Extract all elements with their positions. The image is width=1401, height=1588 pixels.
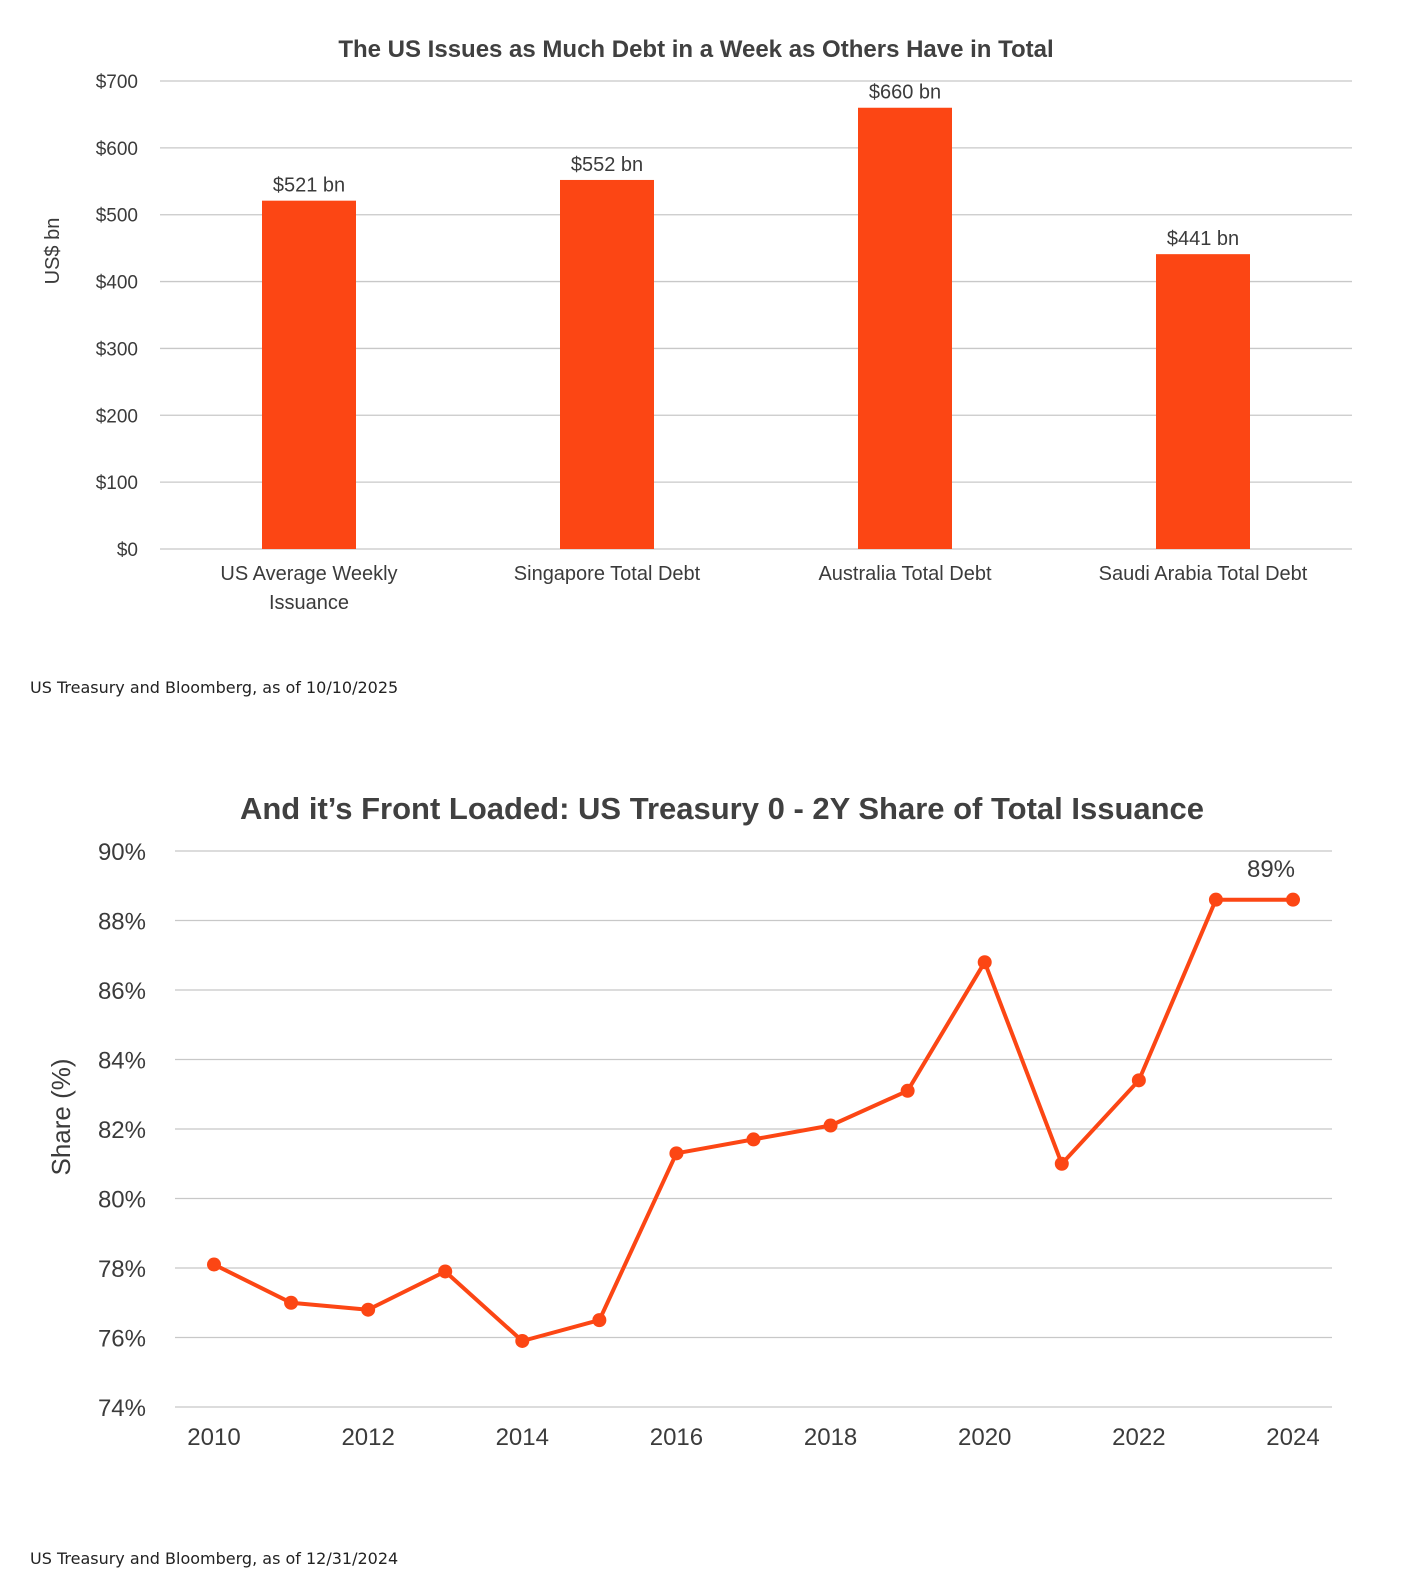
data-label: $441 bn <box>1167 228 1239 250</box>
bar <box>858 107 952 549</box>
line-chart: And it’s Front Loaded: US Treasury 0 - 2… <box>46 791 1332 1451</box>
x-tick-label: 2024 <box>1266 1424 1319 1451</box>
y-tick-label: 84% <box>98 1048 146 1075</box>
y-tick-label: $700 <box>96 72 138 93</box>
category-label-line: Australia Total Debt <box>818 563 992 585</box>
bar <box>560 179 654 549</box>
category-label: US Average Weekly Issuance <box>220 563 397 614</box>
x-tick-label: 2012 <box>341 1424 394 1451</box>
category-label-line: Singapore Total Debt <box>514 563 701 585</box>
category-label-line: US Average Weekly <box>220 563 397 585</box>
x-axis-categories: US Average Weekly Issuance Singapore Total… <box>220 563 1307 614</box>
category-label: Australia Total Debt <box>818 563 992 585</box>
data-point <box>669 1146 684 1161</box>
annotations: 89% <box>1247 856 1295 883</box>
bar-chart: The US Issues as Much Debt in a Week as … <box>42 36 1352 614</box>
y-tick-label: 74% <box>98 1395 146 1422</box>
gridlines <box>175 850 1332 1408</box>
data-point <box>823 1118 838 1133</box>
y-tick-label: $500 <box>96 206 138 227</box>
data-point <box>207 1257 221 1272</box>
y-tick-label: $100 <box>96 473 138 494</box>
category-label: Singapore Total Debt <box>514 563 701 585</box>
data-point <box>746 1132 761 1147</box>
y-tick-label: 82% <box>98 1117 146 1144</box>
category-label-line: Saudi Arabia Total Debt <box>1099 563 1308 585</box>
y-tick-label: 86% <box>98 978 146 1005</box>
y-axis-label: US$ bn <box>42 218 64 285</box>
y-tick-label: 90% <box>98 839 146 866</box>
x-tick-label: 2010 <box>187 1424 240 1451</box>
data-point <box>977 955 992 970</box>
y-tick-label: 78% <box>98 1256 146 1283</box>
y-tick-label: $200 <box>96 406 138 427</box>
y-axis-ticks: $0 $100 $200 $300 $400 $500 $600 $700 <box>96 72 138 561</box>
data-point <box>438 1264 453 1279</box>
y-axis-ticks: 74% 76% 78% 80% 82% 84% 86% 88% 90% <box>98 839 146 1422</box>
data-point <box>515 1333 530 1348</box>
x-tick-label: 2016 <box>650 1424 703 1451</box>
series-line <box>213 897 1293 1343</box>
data-point <box>361 1302 376 1317</box>
y-tick-label: $400 <box>96 273 138 294</box>
data-point <box>1054 1156 1069 1171</box>
x-tick-label: 2022 <box>1112 1424 1165 1451</box>
data-label: $521 bn <box>273 175 345 197</box>
bar <box>1156 254 1250 549</box>
x-axis-ticks: 2010 2012 2014 2016 2018 2020 2022 2024 <box>187 1424 1319 1451</box>
bars <box>262 107 1250 549</box>
data-point <box>1286 892 1300 907</box>
y-tick-label: 80% <box>98 1187 146 1214</box>
data-point <box>900 1083 915 1098</box>
category-label-line: Issuance <box>269 592 349 614</box>
x-tick-label: 2020 <box>958 1424 1011 1451</box>
category-label: Saudi Arabia Total Debt <box>1099 563 1308 585</box>
annotation-label: 89% <box>1247 856 1295 883</box>
data-point <box>284 1295 299 1310</box>
data-point <box>1208 892 1223 907</box>
chart-title: And it’s Front Loaded: US Treasury 0 - 2… <box>240 791 1204 826</box>
y-tick-label: $0 <box>117 540 138 561</box>
y-axis-label: Share (%) <box>46 1058 76 1175</box>
data-point <box>1131 1073 1146 1088</box>
x-tick-label: 2014 <box>496 1424 549 1451</box>
bar <box>262 200 356 549</box>
y-tick-label: $600 <box>96 139 138 160</box>
chart-title: The US Issues as Much Debt in a Week as … <box>338 36 1053 63</box>
data-label: $660 bn <box>869 82 941 104</box>
source-note: US Treasury and Bloomberg, as of 10/10/2… <box>30 678 399 697</box>
y-tick-label: 88% <box>98 909 146 936</box>
x-tick-label: 2018 <box>804 1424 857 1451</box>
gridlines <box>160 80 1352 550</box>
y-tick-label: $300 <box>96 339 138 360</box>
data-point <box>592 1313 607 1328</box>
source-note: US Treasury and Bloomberg, as of 12/31/2… <box>30 1549 399 1568</box>
y-tick-label: 76% <box>98 1326 146 1353</box>
data-labels: $521 bn $552 bn $660 bn $441 bn <box>273 82 1239 250</box>
series-share <box>207 892 1300 1348</box>
data-label: $552 bn <box>571 154 643 176</box>
